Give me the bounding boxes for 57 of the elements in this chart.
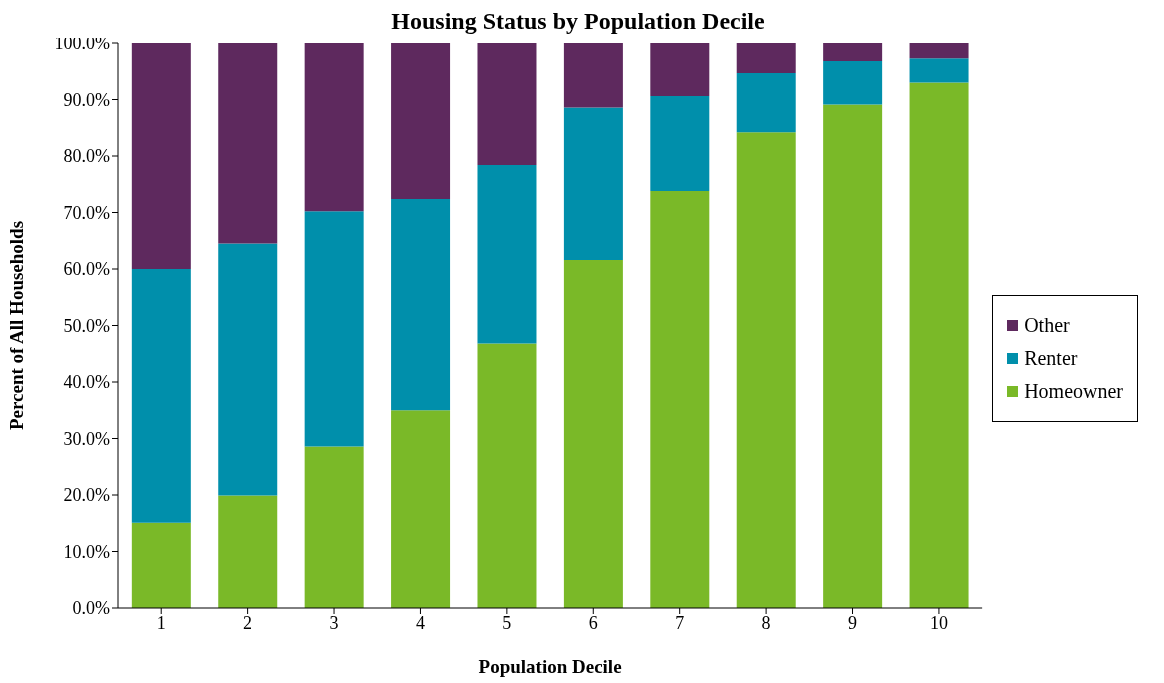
bar	[391, 410, 451, 608]
y-tick-label: 50.0%	[63, 315, 110, 336]
bar	[909, 43, 969, 59]
bar	[391, 43, 451, 199]
bar	[736, 132, 796, 608]
x-axis-title: Population Decile	[478, 656, 622, 677]
bar	[218, 43, 278, 244]
bar	[304, 446, 364, 608]
bar	[650, 96, 710, 192]
bar	[304, 43, 364, 212]
chart-title: Housing Status by Population Decile	[391, 8, 765, 34]
bar	[650, 43, 710, 97]
x-tick-label: 2	[243, 612, 253, 633]
x-tick-label: 8	[761, 612, 771, 633]
bar	[131, 43, 191, 269]
bar	[477, 43, 537, 166]
bar	[823, 104, 883, 608]
y-tick-label: 60.0%	[63, 259, 110, 280]
y-tick-label: 30.0%	[63, 428, 110, 449]
bar	[563, 43, 623, 108]
x-tick-label: 5	[502, 612, 512, 633]
bar	[391, 198, 451, 411]
bar	[304, 211, 364, 447]
bar	[131, 522, 191, 608]
x-tick-label: 1	[156, 612, 166, 633]
y-tick-label: 90.0%	[63, 89, 110, 110]
y-tick-label: 20.0%	[63, 485, 110, 506]
x-tick-label: 3	[329, 612, 339, 633]
bar	[131, 269, 191, 523]
x-tick-label: 10	[929, 612, 948, 633]
x-tick-label: 9	[848, 612, 858, 633]
y-tick-label: 70.0%	[63, 202, 110, 223]
y-tick-label: 0.0%	[72, 598, 110, 619]
bar	[736, 72, 796, 133]
bar	[823, 61, 883, 105]
bar	[823, 43, 883, 62]
bar	[477, 165, 537, 344]
x-tick-label: 4	[415, 612, 425, 633]
legend-label: Homeowner	[1024, 379, 1123, 403]
bar	[909, 58, 969, 83]
legend-label: Renter	[1024, 346, 1078, 370]
x-tick-label: 6	[588, 612, 598, 633]
bar	[909, 82, 969, 608]
bar	[563, 107, 623, 260]
bar	[563, 259, 623, 608]
y-tick-label: 100.0%	[54, 33, 110, 54]
y-tick-label: 10.0%	[63, 541, 110, 562]
legend-label: Other	[1024, 313, 1070, 337]
bar	[477, 343, 537, 608]
x-tick-label: 7	[675, 612, 685, 633]
bar	[650, 191, 710, 608]
bar	[736, 43, 796, 73]
y-tick-label: 80.0%	[63, 146, 110, 167]
y-axis-title: Percent of All Households	[5, 220, 27, 431]
bar	[218, 495, 278, 608]
y-tick-label: 40.0%	[63, 372, 110, 393]
bar	[218, 243, 278, 496]
